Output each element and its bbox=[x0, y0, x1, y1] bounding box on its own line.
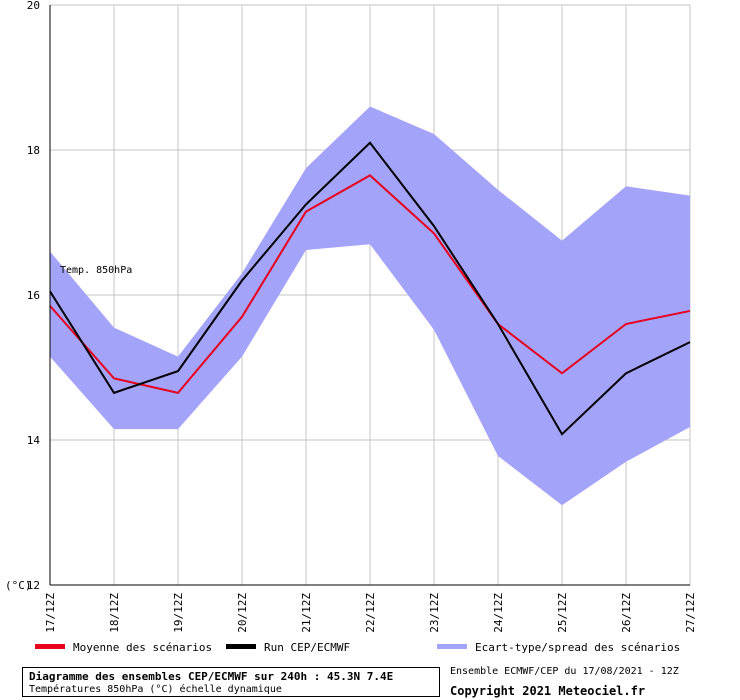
spread-band bbox=[50, 106, 690, 506]
x-tick-label: 19/12Z bbox=[172, 593, 185, 633]
x-tick-label: 22/12Z bbox=[364, 593, 377, 633]
y-tick-label: 14 bbox=[27, 434, 41, 447]
legend-mean-swatch bbox=[35, 644, 65, 649]
x-tick-label: 18/12Z bbox=[108, 593, 121, 633]
y-tick-label: 18 bbox=[27, 144, 40, 157]
footer-title-box: Diagramme des ensembles CEP/ECMWF sur 24… bbox=[22, 667, 440, 697]
x-tick-label: 17/12Z bbox=[44, 593, 57, 633]
y-tick-label: 16 bbox=[27, 289, 40, 302]
mean-series-line bbox=[49, 174, 691, 394]
legend-mean-label: Moyenne des scénarios bbox=[73, 641, 212, 654]
x-tick-label: 26/12Z bbox=[620, 593, 633, 633]
series-lines bbox=[49, 141, 691, 436]
legend-run-swatch bbox=[226, 644, 256, 649]
run-info: Ensemble ECMWF/CEP du 17/08/2021 - 12Z bbox=[450, 666, 679, 677]
y-tick-label: 12 bbox=[27, 579, 40, 592]
x-tick-label: 20/12Z bbox=[236, 593, 249, 633]
legend-spread-swatch bbox=[437, 644, 467, 649]
legend: Moyenne des scénarios Run CEP/ECMWF Ecart-… bbox=[35, 641, 680, 654]
y-axis-label: (°C) bbox=[5, 579, 32, 592]
x-tick-label: 23/12Z bbox=[428, 593, 441, 633]
x-tick-label: 25/12Z bbox=[556, 593, 569, 633]
run-series-line bbox=[49, 141, 691, 436]
x-tick-label: 24/12Z bbox=[492, 593, 505, 633]
axes: 12 14 16 18 20 (°C) 17/12Z 18/12Z 19/12Z 20/12Z 21… bbox=[5, 0, 697, 633]
x-tick-label: 27/12Z bbox=[684, 593, 697, 633]
series-annotation: Temp. 850hPa bbox=[60, 265, 132, 276]
legend-spread-label: Ecart-type/spread des scénarios bbox=[475, 641, 680, 654]
y-tick-label: 20 bbox=[27, 0, 40, 12]
footer-subtitle: Températures 850hPa (°C) échelle dynamiq… bbox=[29, 684, 282, 695]
x-tick-label: 21/12Z bbox=[300, 593, 313, 633]
copyright: Copyright 2021 Meteociel.fr bbox=[450, 684, 646, 698]
footer-title: Diagramme des ensembles CEP/ECMWF sur 24… bbox=[29, 670, 394, 683]
spread-band-area bbox=[50, 106, 690, 506]
legend-run-label: Run CEP/ECMWF bbox=[264, 641, 350, 654]
